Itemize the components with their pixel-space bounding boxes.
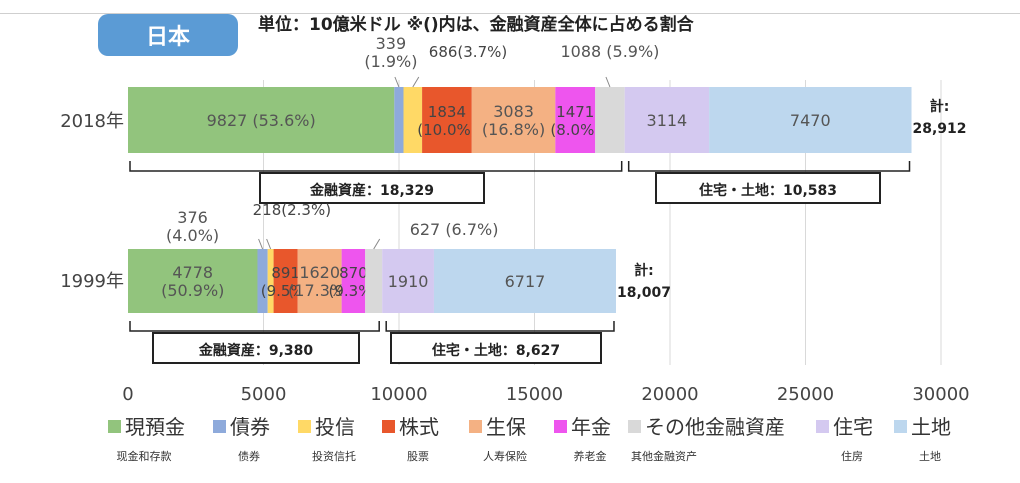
legend-label-land: 土地 bbox=[911, 415, 951, 439]
legend-swatch-pension bbox=[554, 420, 567, 433]
data-label-pension: 1471 (8.0%) bbox=[550, 103, 600, 139]
legend-label-insurance: 生保 bbox=[486, 415, 526, 439]
leader-line bbox=[605, 76, 611, 88]
x-tick-label: 20000 bbox=[641, 384, 698, 405]
legend-label-cash: 現預金 bbox=[125, 415, 185, 439]
financial-brace bbox=[129, 161, 623, 172]
bar-segment-other bbox=[365, 249, 383, 313]
data-label-stock: 1834 (10.0%) bbox=[417, 103, 476, 139]
housing-brace bbox=[627, 161, 911, 172]
leader-line bbox=[373, 238, 381, 250]
bar-segment-pension bbox=[555, 87, 596, 153]
financial-total-box bbox=[152, 332, 360, 364]
leader-line bbox=[258, 238, 264, 250]
bar-segment-land bbox=[709, 87, 912, 153]
legend-sub-label-insurance: 人寿保险 bbox=[483, 449, 527, 463]
data-label-other: 627 (6.7%) bbox=[410, 220, 499, 239]
legend-label-bond: 債券 bbox=[230, 415, 270, 439]
bar-segment-cash bbox=[128, 87, 395, 153]
financial-total-label: 金融資産：18,329 bbox=[309, 182, 434, 199]
legend-swatch-house bbox=[816, 420, 829, 433]
legend-sub-label-cash: 现金和存款 bbox=[117, 449, 172, 463]
legend-label-stock: 株式 bbox=[399, 415, 439, 439]
data-label-insurance: 1620 (17.3%) bbox=[288, 263, 351, 300]
data-label-insurance: 3083 (16.8%) bbox=[482, 102, 545, 139]
bar-segment-trust bbox=[403, 87, 423, 153]
housing-total-label: 住宅・土地：8,627 bbox=[432, 342, 560, 359]
y-category-label: 1999年 bbox=[60, 271, 124, 292]
housing-total-box bbox=[390, 332, 602, 364]
total-label: 計: 18,007 bbox=[617, 262, 671, 301]
country-tab-label: 日本 bbox=[145, 25, 190, 50]
legend-swatch-land bbox=[894, 420, 907, 433]
data-label-other: 1088 (5.9%) bbox=[560, 42, 659, 61]
bar-segment-house bbox=[624, 87, 710, 153]
legend-swatch-other bbox=[628, 420, 641, 433]
financial-total-box bbox=[259, 172, 485, 204]
leader-line bbox=[266, 238, 272, 250]
data-label-cash: 9827 (53.6%) bbox=[207, 111, 316, 130]
x-tick-label: 0 bbox=[122, 384, 133, 405]
legend-swatch-bond bbox=[213, 420, 226, 433]
bar-segment-house bbox=[382, 249, 434, 313]
data-label-trust: 218(2.3%) bbox=[253, 201, 331, 219]
financial-total-label: 金融資産：9,380 bbox=[198, 342, 314, 359]
legend-sub-label-bond: 债券 bbox=[238, 449, 260, 463]
legend-label-house: 住宅 bbox=[833, 415, 873, 439]
x-tick-label: 25000 bbox=[777, 384, 834, 405]
data-label-cash: 4778 (50.9%) bbox=[161, 263, 224, 300]
unit-note: 単位：10億米ドル ※()内は、金融資産全体に占める割合 bbox=[258, 15, 694, 35]
x-tick-label: 15000 bbox=[506, 384, 563, 405]
total-label: 計: 28,912 bbox=[912, 98, 966, 137]
leader-line bbox=[412, 76, 420, 88]
legend-sub-label-pension: 养老金 bbox=[574, 449, 607, 463]
data-label-land: 7470 bbox=[790, 111, 831, 130]
bar-segment-trust bbox=[267, 249, 274, 313]
financial-brace bbox=[129, 321, 380, 332]
bar-segment-bond bbox=[394, 87, 404, 153]
data-label-bond: 376 (4.0%) bbox=[166, 208, 219, 245]
legend-sub-label-house: 住房 bbox=[841, 449, 863, 463]
bar-segment-cash bbox=[128, 249, 258, 313]
legend-sub-label-trust: 投资信托 bbox=[312, 449, 356, 463]
legend-swatch-cash bbox=[108, 420, 121, 433]
housing-total-label: 住宅・土地：10,583 bbox=[699, 182, 837, 199]
bar-segment-other bbox=[595, 87, 625, 153]
bar-segment-pension bbox=[341, 249, 366, 313]
legend-swatch-trust bbox=[298, 420, 311, 433]
y-category-label: 2018年 bbox=[60, 111, 124, 132]
country-tab: 日本 bbox=[98, 14, 238, 56]
bar-segment-land bbox=[433, 249, 616, 313]
legend-label-other: その他金融資産 bbox=[645, 415, 785, 439]
legend-swatch-insurance bbox=[469, 420, 482, 433]
data-label-land: 6717 bbox=[505, 272, 546, 291]
legend-label-trust: 投信 bbox=[315, 415, 355, 439]
x-tick-label: 10000 bbox=[370, 384, 427, 405]
data-label-house: 1910 bbox=[388, 272, 429, 291]
data-label-trust: 686(3.7%) bbox=[429, 43, 507, 61]
housing-total-box bbox=[655, 172, 881, 204]
data-label-house: 3114 bbox=[647, 111, 688, 130]
legend-label-pension: 年金 bbox=[571, 415, 611, 439]
legend-swatch-stock bbox=[382, 420, 395, 433]
bar-segment-stock bbox=[422, 87, 472, 153]
legend-sub-label-other: 其他金融资产 bbox=[631, 449, 697, 463]
x-tick-label: 5000 bbox=[241, 384, 287, 405]
bar-segment-insurance bbox=[471, 87, 556, 153]
data-label-bond: 339 (1.9%) bbox=[364, 34, 417, 71]
bar-segment-bond bbox=[257, 249, 268, 313]
bar-segment-insurance bbox=[297, 249, 342, 313]
legend-sub-label-land: 土地 bbox=[919, 450, 941, 463]
housing-brace bbox=[385, 321, 615, 332]
legend-sub-label-stock: 股票 bbox=[407, 450, 429, 463]
bar-segment-stock bbox=[273, 249, 298, 313]
leader-line bbox=[394, 76, 400, 88]
x-tick-label: 30000 bbox=[912, 384, 969, 405]
